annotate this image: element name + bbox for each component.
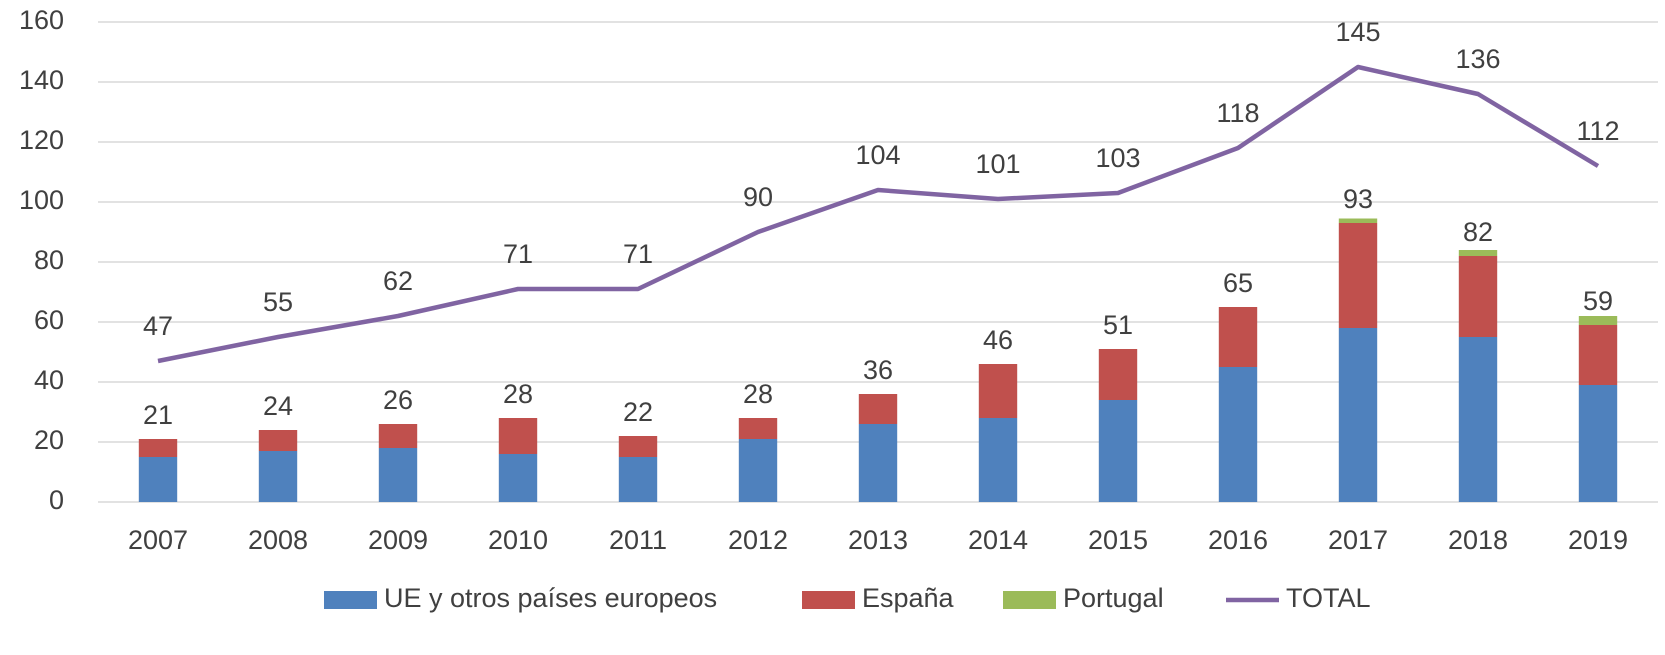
y-tick-label: 20 <box>34 425 64 455</box>
line-label: 136 <box>1455 44 1500 74</box>
stack-label: 36 <box>863 355 893 385</box>
bar-segment <box>1458 250 1498 256</box>
y-tick-label: 100 <box>19 185 64 215</box>
x-tick-label: 2007 <box>128 525 188 555</box>
bar-segment <box>738 418 778 439</box>
stack-label: 59 <box>1583 286 1613 316</box>
line-label: 101 <box>975 149 1020 179</box>
stack-label: 21 <box>143 400 173 430</box>
bar-segment <box>1338 328 1378 502</box>
stack-label: 22 <box>623 397 653 427</box>
bar-segment <box>1578 385 1618 502</box>
legend-swatch <box>324 591 377 609</box>
bar-segment <box>378 448 418 502</box>
x-tick-label: 2013 <box>848 525 908 555</box>
y-tick-label: 120 <box>19 125 64 155</box>
bar-segment <box>1338 218 1378 223</box>
bar-segment <box>138 439 178 457</box>
legend-swatch <box>1003 591 1056 609</box>
line-label: 71 <box>503 239 533 269</box>
bar-segment <box>978 364 1018 418</box>
stack-label: 65 <box>1223 268 1253 298</box>
x-tick-label: 2010 <box>488 525 548 555</box>
bar-segment <box>1098 349 1138 400</box>
stack-label: 51 <box>1103 310 1133 340</box>
y-tick-label: 140 <box>19 65 64 95</box>
bar-segment <box>618 457 658 502</box>
x-tick-label: 2011 <box>609 525 667 555</box>
line-label: 71 <box>623 239 653 269</box>
bar-segment <box>1098 400 1138 502</box>
y-tick-label: 160 <box>19 5 64 35</box>
bar-segment <box>498 418 538 454</box>
bar-segment <box>858 394 898 424</box>
x-tick-label: 2018 <box>1448 525 1508 555</box>
legend-label: España <box>862 583 955 613</box>
stack-label: 26 <box>383 385 413 415</box>
x-tick-label: 2017 <box>1328 525 1388 555</box>
y-tick-label: 0 <box>49 485 64 515</box>
line-label: 118 <box>1216 98 1259 128</box>
bar-segment <box>138 457 178 502</box>
x-tick-label: 2014 <box>968 525 1028 555</box>
x-tick-label: 2012 <box>728 525 788 555</box>
line-label: 104 <box>855 140 900 170</box>
x-tick-label: 2008 <box>248 525 308 555</box>
y-tick-label: 80 <box>34 245 64 275</box>
bar-segment <box>618 436 658 457</box>
x-tick-label: 2015 <box>1088 525 1148 555</box>
bar-segment <box>978 418 1018 502</box>
stack-label: 28 <box>743 379 773 409</box>
x-tick-label: 2019 <box>1568 525 1628 555</box>
line-label: 112 <box>1576 116 1619 146</box>
line-label: 47 <box>143 311 173 341</box>
legend-label: TOTAL <box>1286 583 1371 613</box>
bar-segment <box>1578 316 1618 325</box>
bar-segment <box>1458 256 1498 337</box>
bar-segment <box>1578 325 1618 385</box>
line-label: 145 <box>1335 17 1380 47</box>
bar-segment <box>378 424 418 448</box>
line-label: 90 <box>743 182 773 212</box>
bar-segment <box>498 454 538 502</box>
stack-label: 46 <box>983 325 1013 355</box>
stack-label: 28 <box>503 379 533 409</box>
line-label: 62 <box>383 266 413 296</box>
stack-label: 93 <box>1343 184 1373 214</box>
bar-segment <box>1218 367 1258 502</box>
x-tick-label: 2009 <box>368 525 428 555</box>
stack-label: 82 <box>1463 217 1493 247</box>
line-label: 55 <box>263 287 293 317</box>
bar-segment <box>858 424 898 502</box>
bar-segment <box>1218 307 1258 367</box>
line-label: 103 <box>1095 143 1140 173</box>
y-tick-label: 60 <box>34 305 64 335</box>
total-line <box>157 64 1600 364</box>
bar-segment <box>258 451 298 502</box>
stack-label: 24 <box>263 391 293 421</box>
legend-swatch <box>802 591 855 609</box>
legend-label: UE y otros países europeos <box>384 583 717 613</box>
bar-segment <box>1338 223 1378 328</box>
bar-segment <box>258 430 298 451</box>
bar-segment <box>738 439 778 502</box>
bar-segment <box>1458 337 1498 502</box>
y-tick-label: 40 <box>34 365 64 395</box>
legend-label: Portugal <box>1063 583 1164 613</box>
x-tick-label: 2016 <box>1208 525 1268 555</box>
